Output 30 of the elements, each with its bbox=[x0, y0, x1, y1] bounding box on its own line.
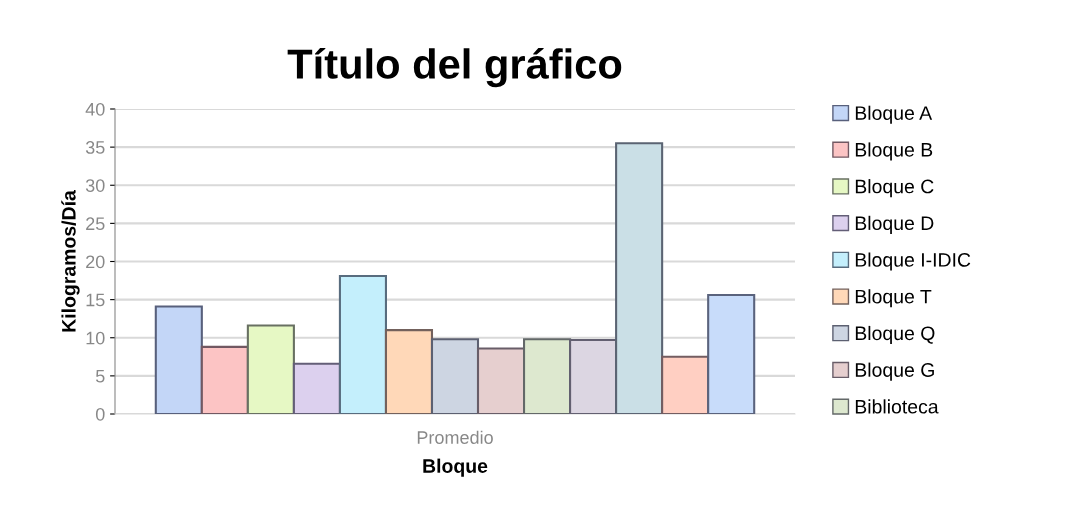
legend-label: Bloque B bbox=[855, 142, 933, 161]
legend-label: Biblioteca bbox=[855, 399, 939, 414]
y-tick-label: 20 bbox=[86, 255, 105, 269]
y-tick-label: 40 bbox=[85, 102, 105, 116]
y-tick-label: 35 bbox=[85, 141, 105, 154]
bar bbox=[384, 329, 434, 414]
legend-label: Bloque A bbox=[855, 105, 933, 124]
bar bbox=[661, 355, 710, 414]
y-tick-label: 30 bbox=[85, 179, 105, 192]
y-axis-title: Kilogramos/Día bbox=[61, 190, 80, 332]
bar bbox=[200, 345, 249, 414]
bar bbox=[707, 294, 756, 414]
legend-label: Bloque D bbox=[855, 215, 934, 234]
y-tick-label: 10 bbox=[86, 331, 105, 345]
legend-label: Bloque G bbox=[855, 362, 934, 381]
y-tick-label: 25 bbox=[86, 217, 105, 231]
bar bbox=[292, 362, 341, 414]
chart-title: Título del gráfico bbox=[287, 47, 622, 88]
legend-label: Bloque I-IDIC bbox=[855, 252, 971, 271]
bar bbox=[338, 274, 387, 414]
legend-label: Bloque Q bbox=[855, 325, 935, 345]
bar bbox=[246, 324, 295, 414]
y-tick-label: 5 bbox=[95, 370, 105, 383]
x-axis-title: Bloque bbox=[423, 458, 488, 477]
bar bbox=[154, 305, 203, 414]
y-tick-label: 0 bbox=[95, 407, 105, 421]
legend-label: Bloque C bbox=[855, 179, 934, 198]
y-tick-label: 15 bbox=[86, 293, 105, 307]
x-tick-label: Promedio bbox=[417, 430, 493, 444]
legend-label: Bloque T bbox=[855, 289, 932, 308]
